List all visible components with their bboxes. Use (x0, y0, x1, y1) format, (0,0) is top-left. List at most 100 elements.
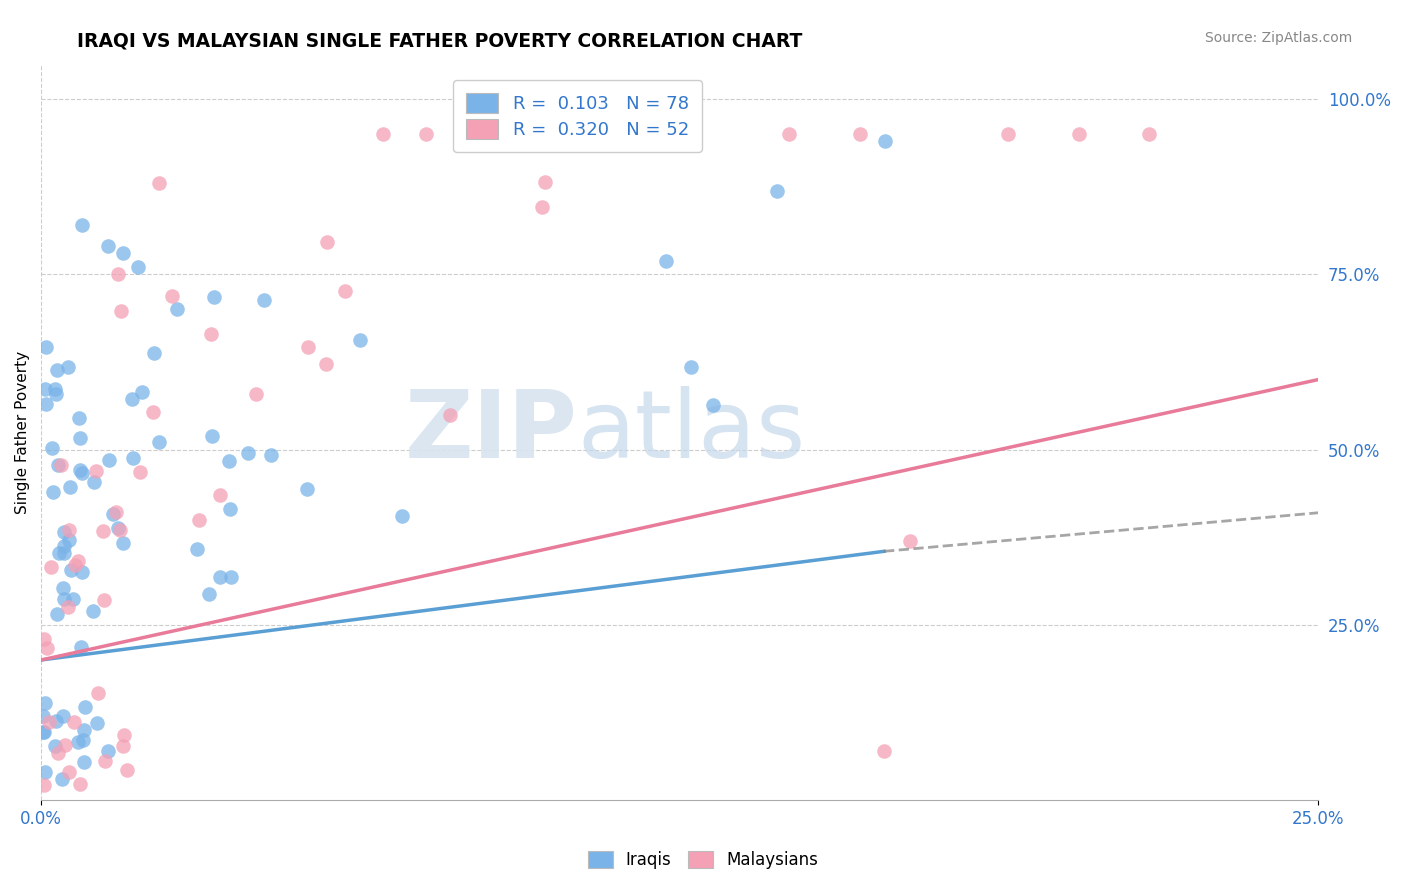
Point (45, 386, 67, 401)
Point (69, 463, 91, 477)
Point (75, 699, 97, 714)
Point (58, 765, 80, 780)
Point (70, 466, 93, 480)
Point (45, 362, 67, 376)
Point (34, 382, 56, 396)
Text: atlas: atlas (578, 386, 806, 478)
Point (187, 513, 209, 527)
Point (162, 289, 184, 303)
Point (415, 127, 437, 141)
Point (73, 723, 96, 738)
Text: IRAQI VS MALAYSIAN SINGLE FATHER POVERTY CORRELATION CHART: IRAQI VS MALAYSIAN SINGLE FATHER POVERTY… (77, 31, 803, 50)
Point (200, 326, 222, 341)
Point (104, 505, 127, 519)
Point (94, 754, 117, 768)
Point (46, 746, 69, 760)
Point (131, 384, 153, 399)
Point (67, 735, 90, 749)
Point (655, 254, 678, 268)
Point (46, 458, 69, 473)
Text: ZIP: ZIP (405, 386, 578, 478)
Point (69, 777, 91, 791)
Point (209, 488, 232, 502)
Point (218, 454, 240, 468)
Point (110, 304, 132, 318)
Point (49, 458, 72, 472)
Point (62, 592, 84, 607)
Point (32, 709, 55, 723)
Point (148, 176, 170, 190)
Point (67, 554, 90, 568)
Point (297, 340, 319, 354)
Point (52, 592, 75, 607)
Point (111, 739, 134, 754)
Legend: R =  0.103   N = 78, R =  0.320   N = 52: R = 0.103 N = 78, R = 0.320 N = 52 (453, 80, 702, 152)
Point (98, 453, 121, 467)
Point (107, 521, 129, 535)
Point (53, 524, 76, 539)
Point (221, 570, 243, 584)
Point (143, 345, 166, 359)
Point (32, 632, 55, 646)
Point (45, 714, 67, 728)
Point (52, 539, 75, 553)
Point (38, 715, 60, 730)
Point (702, 398, 724, 412)
Point (297, 482, 319, 496)
Point (898, 533, 921, 548)
Point (44, 739, 66, 753)
Point (260, 449, 283, 463)
Legend: Iraqis, Malaysians: Iraqis, Malaysians (578, 841, 828, 880)
Point (58, 523, 80, 537)
Point (1069, 127, 1091, 141)
Point (56, 360, 79, 375)
Point (63, 558, 86, 573)
Point (41, 559, 63, 574)
Point (391, 508, 413, 523)
Point (58, 480, 80, 494)
Point (315, 235, 337, 249)
Point (52, 709, 75, 723)
Point (93, 593, 115, 607)
Point (107, 268, 129, 282)
Point (73, 756, 96, 770)
Point (44, 382, 66, 396)
Point (34, 765, 56, 780)
Point (53, 546, 76, 560)
Point (63, 714, 86, 729)
Point (82, 604, 104, 618)
Point (681, 359, 703, 374)
Point (315, 357, 337, 371)
Point (238, 446, 260, 460)
Point (121, 392, 143, 406)
Point (208, 569, 231, 583)
Point (41, 441, 63, 455)
Point (67, 411, 90, 425)
Point (101, 507, 124, 521)
Point (873, 134, 896, 148)
Point (117, 763, 139, 777)
Point (70, 219, 93, 233)
Point (46, 607, 69, 621)
Point (873, 744, 896, 758)
Point (42, 485, 65, 500)
Point (32, 724, 55, 739)
Point (35, 397, 58, 411)
Y-axis label: Single Father Poverty: Single Father Poverty (15, 351, 30, 514)
Point (166, 301, 188, 316)
Point (148, 434, 170, 449)
Point (371, 127, 394, 141)
Point (87, 686, 110, 700)
Point (245, 386, 267, 401)
Text: Source: ZipAtlas.com: Source: ZipAtlas.com (1205, 31, 1353, 45)
Point (35, 641, 58, 656)
Point (111, 246, 134, 260)
Point (70, 640, 93, 654)
Point (53, 739, 76, 753)
Point (72, 732, 94, 747)
Point (86, 716, 108, 731)
Point (34, 724, 56, 739)
Point (121, 451, 143, 466)
Point (186, 541, 208, 556)
Point (333, 284, 356, 298)
